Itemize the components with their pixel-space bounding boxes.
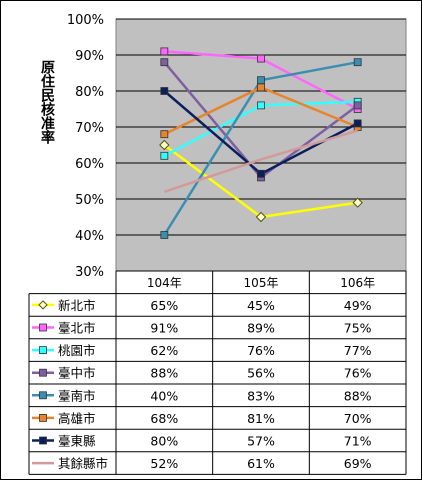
table-value: 71% [344, 434, 372, 449]
table-value: 69% [344, 456, 372, 471]
data-point-square [160, 151, 169, 160]
series-name: 高雄市 [58, 411, 96, 426]
y-axis-title: 原住民核准率 [39, 60, 55, 144]
data-point-square [257, 169, 265, 178]
series-name: 其餘縣市 [58, 456, 108, 471]
series-name: 臺北市 [58, 321, 96, 336]
legend-key-marker [39, 413, 47, 422]
data-point-square [160, 47, 169, 56]
table-value: 68% [150, 411, 178, 426]
series-line-7 [163, 129, 359, 193]
table-value: 91% [150, 321, 178, 336]
data-point-diamond [255, 211, 267, 223]
table-value: 88% [150, 366, 178, 381]
table-value: 62% [150, 343, 178, 358]
table-value: 83% [247, 388, 275, 403]
data-point-square [257, 101, 265, 110]
table-value: 80% [150, 434, 178, 449]
legend-key-marker [38, 300, 48, 310]
table-value: 61% [247, 456, 275, 471]
table-value: 76% [344, 366, 372, 381]
y-tick-label: 40% [75, 229, 104, 244]
y-tick-label: 100% [67, 13, 104, 28]
legend-key-marker [39, 323, 47, 332]
table-value: 65% [150, 298, 178, 313]
y-tick-label: 90% [75, 49, 104, 64]
table-value: 56% [247, 366, 275, 381]
table-value: 76% [247, 343, 275, 358]
series-name: 臺南市 [58, 388, 96, 403]
y-tick-label: 70% [75, 121, 104, 136]
data-point-diamond [159, 139, 170, 151]
data-point-square [257, 76, 265, 85]
table-value: 75% [344, 321, 372, 336]
table-value: 81% [247, 411, 275, 426]
series-name: 新北市 [58, 298, 96, 313]
data-point-square [160, 58, 169, 67]
series-name: 臺中市 [58, 366, 96, 381]
legend-key-marker [39, 436, 47, 445]
table-value: 88% [344, 388, 372, 403]
table-value: 52% [150, 456, 178, 471]
data-point-square [353, 119, 362, 128]
data-point-square [353, 101, 362, 110]
x-category-label: 104年 [147, 276, 182, 290]
data-point-square [160, 130, 169, 139]
table-value: 49% [344, 298, 372, 313]
table-value: 89% [247, 321, 275, 336]
data-point-square [257, 54, 265, 63]
series-name: 桃園市 [58, 343, 96, 358]
series-name: 臺東縣 [58, 434, 96, 449]
legend-key-marker [39, 346, 47, 355]
table-value: 40% [150, 388, 178, 403]
table-value: 57% [247, 434, 275, 449]
table-value: 77% [344, 343, 372, 358]
legend-key-marker [39, 391, 47, 400]
legend-key-marker [39, 368, 47, 377]
table-value: 45% [247, 298, 275, 313]
x-category-label: 106年 [340, 276, 375, 290]
y-tick-label: 80% [75, 85, 104, 100]
data-point-square [257, 83, 265, 92]
data-point-square [160, 87, 169, 95]
y-tick-label: 50% [75, 193, 104, 208]
table-value: 70% [344, 411, 372, 426]
x-category-label: 105年 [244, 276, 279, 290]
y-tick-label: 30% [75, 265, 104, 280]
y-tick-label: 60% [75, 157, 104, 172]
data-point-square [353, 58, 362, 67]
data-point-square [160, 231, 169, 239]
data-point-diamond [352, 197, 363, 208]
